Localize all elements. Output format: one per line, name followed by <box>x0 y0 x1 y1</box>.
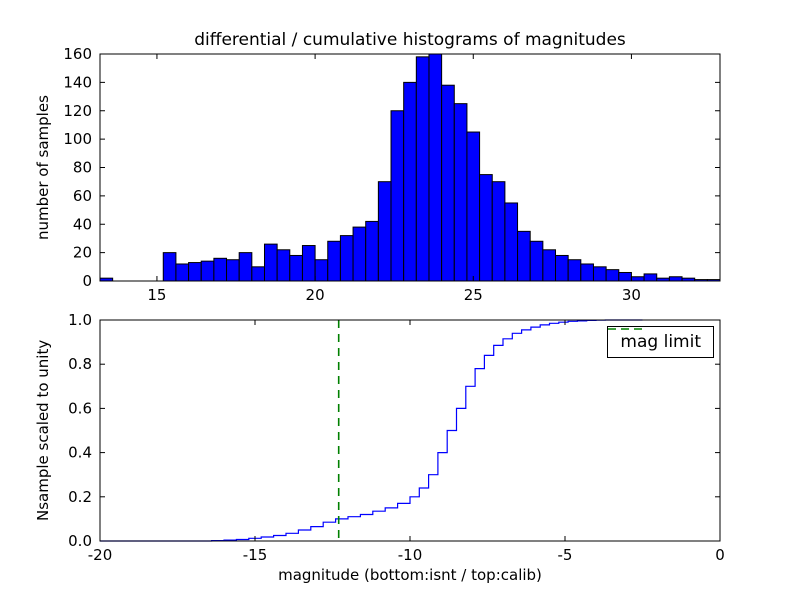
y-tick-label: 60 <box>73 187 92 205</box>
legend-label: mag limit <box>620 332 701 352</box>
hist-bar <box>226 259 240 282</box>
hist-bar <box>403 81 417 282</box>
y-tick-label: 0.8 <box>68 355 92 373</box>
hist-bar <box>668 276 683 282</box>
hist-bar <box>352 226 367 282</box>
x-tick-label: 30 <box>622 286 641 304</box>
x-tick-label: 25 <box>464 286 483 304</box>
y-tick-label: 1.0 <box>68 311 92 329</box>
hist-bar <box>377 181 392 282</box>
y-tick-label: 0.2 <box>68 488 92 506</box>
hist-bar <box>175 263 190 282</box>
hist-bar <box>466 131 481 282</box>
hist-bar <box>188 262 202 282</box>
hist-bar <box>517 230 531 282</box>
hist-bar <box>618 271 632 282</box>
hist-bar <box>327 240 341 282</box>
cumulative-step-line <box>100 319 643 542</box>
hist-bar <box>605 269 620 282</box>
x-axis-label: magnitude (bottom:isnt / top:calib) <box>278 566 542 584</box>
hist-bar <box>555 254 569 282</box>
hist-bar <box>162 252 177 282</box>
x-tick-label: 15 <box>147 286 166 304</box>
hist-bar <box>200 260 215 282</box>
y-tick-label: 0.6 <box>68 399 92 417</box>
y-tick-label: 160 <box>63 45 92 63</box>
hist-bar <box>289 254 303 282</box>
x-tick-label: -20 <box>88 546 113 564</box>
hist-bar <box>339 235 354 282</box>
y-tick-label: 0.0 <box>68 532 92 550</box>
hist-bar <box>428 53 443 282</box>
y-tick-label: 40 <box>73 215 92 233</box>
legend-dashed-line-icon <box>608 328 647 330</box>
hist-bar <box>365 220 379 282</box>
y-tick-label: 120 <box>63 102 92 120</box>
x-tick-label: 20 <box>306 286 325 304</box>
x-tick-label: -5 <box>558 546 573 564</box>
legend: mag limit <box>607 326 714 358</box>
y-tick-label: 140 <box>63 73 92 91</box>
hist-bar <box>542 249 557 282</box>
hist-bar <box>491 181 506 282</box>
hist-bar <box>415 56 430 282</box>
hist-bar <box>479 174 493 282</box>
hist-bar <box>263 243 278 282</box>
x-tick-label: -15 <box>243 546 268 564</box>
hist-bar <box>301 245 316 282</box>
hist-bar <box>441 84 455 282</box>
y-tick-label: 80 <box>73 159 92 177</box>
x-tick-label: -10 <box>398 546 423 564</box>
hist-bar <box>453 103 468 282</box>
hist-bar <box>630 276 645 282</box>
hist-bar <box>213 257 228 282</box>
hist-bar <box>314 259 329 282</box>
y-tick-label: 0 <box>82 272 92 290</box>
hist-bar <box>643 273 658 282</box>
chart-title: differential / cumulative histograms of … <box>194 30 626 50</box>
y-tick-label: 100 <box>63 130 92 148</box>
hist-bar <box>390 110 405 282</box>
hist-bar <box>592 266 607 282</box>
hist-bar <box>251 266 265 282</box>
hist-bar <box>567 259 582 282</box>
hist-bar <box>529 240 544 282</box>
y-tick-label: 0.4 <box>68 444 92 462</box>
x-tick-label: 0 <box>715 546 725 564</box>
y-tick-label: 20 <box>73 244 92 262</box>
hist-bar <box>504 202 519 282</box>
hist-bar <box>276 249 291 282</box>
hist-bar <box>238 252 253 282</box>
hist-bar <box>580 263 594 282</box>
